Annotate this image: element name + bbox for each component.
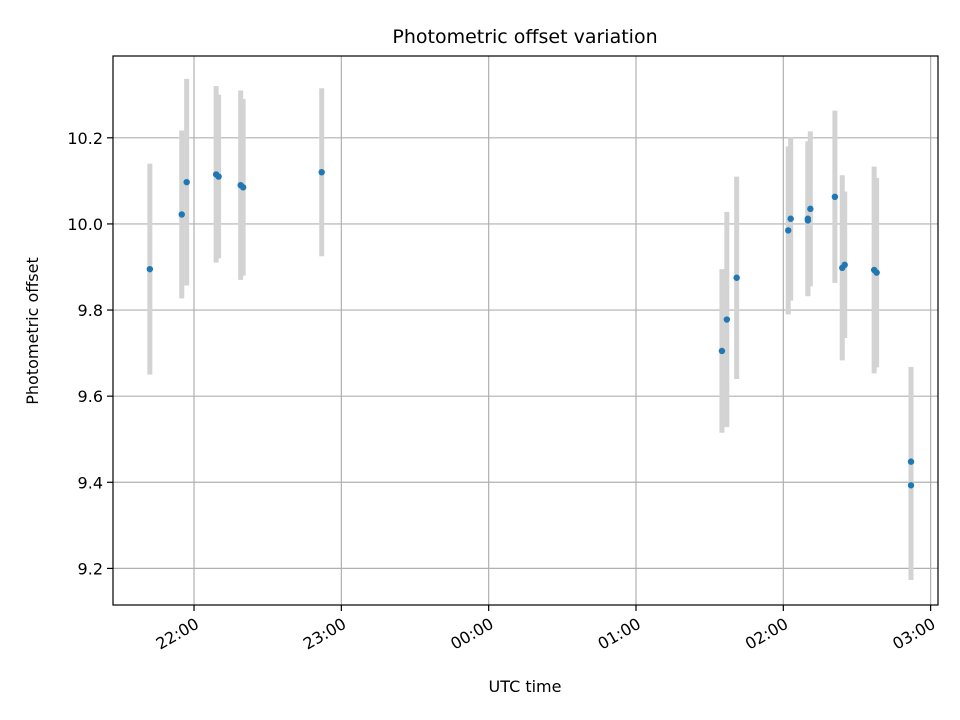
y-tick-label: 10.2 xyxy=(67,129,103,148)
y-tick-label: 9.8 xyxy=(78,301,103,320)
data-point xyxy=(907,458,915,465)
data-point xyxy=(239,184,247,191)
data-point xyxy=(215,173,222,180)
data-point xyxy=(873,269,880,276)
y-tick-label: 9.4 xyxy=(78,473,103,492)
plot-area xyxy=(112,55,939,606)
data-point xyxy=(804,217,812,224)
x-tick-label: 03:00 xyxy=(889,614,938,654)
x-tick-label: 00:00 xyxy=(447,614,496,654)
x-tick-label: 02:00 xyxy=(742,614,791,654)
data-point xyxy=(831,193,839,201)
grid xyxy=(113,56,938,605)
error-bars xyxy=(147,78,914,581)
y-tick-label: 10.0 xyxy=(67,215,103,234)
x-tick-label: 01:00 xyxy=(595,614,644,654)
data-point xyxy=(785,227,792,234)
y-tick-label: 9.2 xyxy=(78,559,103,578)
data-point xyxy=(907,482,915,489)
chart-title: Photometric offset variation xyxy=(392,26,657,48)
x-tick-label: 22:00 xyxy=(153,614,202,654)
y-axis-label: Photometric offset xyxy=(23,257,42,405)
y-tick-label: 9.6 xyxy=(78,387,103,406)
data-point xyxy=(787,215,794,222)
x-tick-label: 23:00 xyxy=(300,614,349,654)
data-point xyxy=(733,274,740,281)
data-point xyxy=(807,205,814,213)
data-point xyxy=(178,211,185,218)
x-axis-label: UTC time xyxy=(489,677,562,696)
data-point xyxy=(841,261,848,269)
data-point xyxy=(318,169,325,176)
data-point xyxy=(718,347,726,355)
data-point xyxy=(146,265,154,273)
data-points xyxy=(146,169,915,489)
data-point xyxy=(183,178,190,186)
data-point xyxy=(723,316,731,323)
